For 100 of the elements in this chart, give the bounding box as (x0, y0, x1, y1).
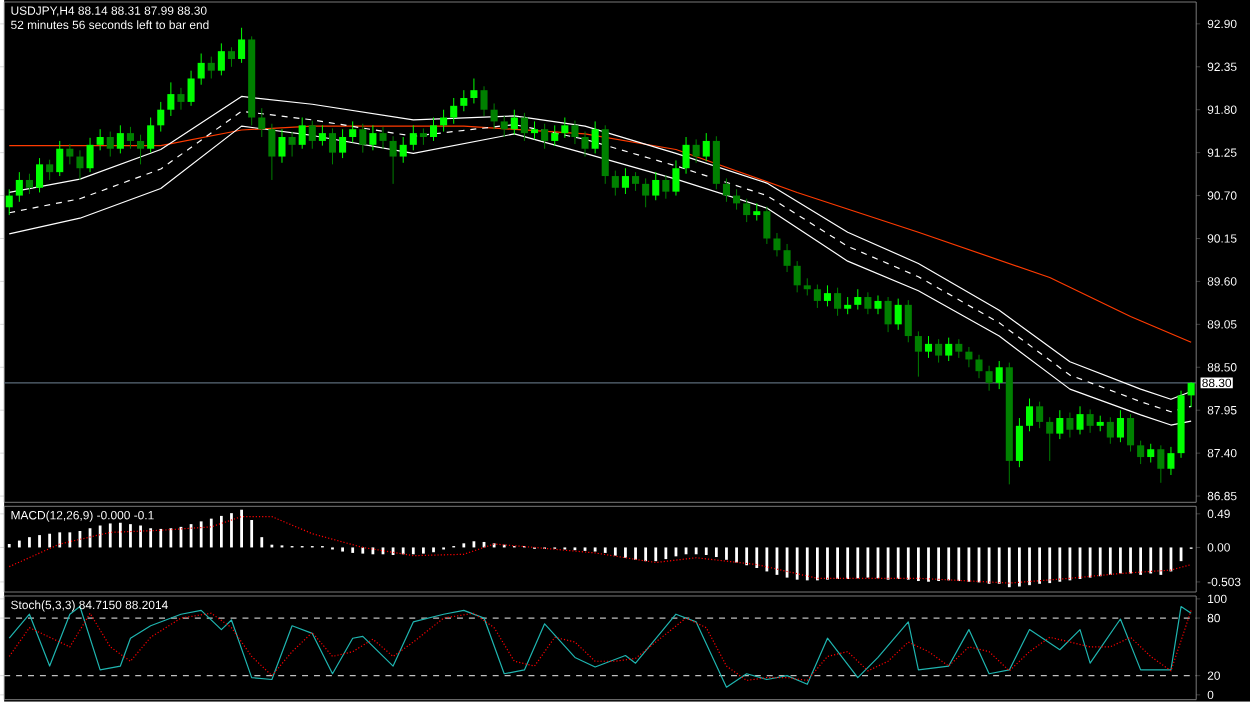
candlestick (137, 134, 145, 165)
candlestick (924, 335, 933, 359)
candlestick (318, 124, 326, 147)
candlestick (1106, 416, 1114, 445)
candlestick (126, 126, 134, 150)
candlestick (227, 46, 236, 68)
candlestick (157, 101, 165, 133)
candlestick (167, 82, 175, 117)
candlestick (238, 27, 246, 64)
candlestick (662, 174, 670, 200)
candlestick (470, 78, 478, 105)
candlestick (1187, 381, 1195, 408)
candlestick (86, 137, 94, 173)
candlestick (15, 171, 23, 203)
candlestick (1147, 443, 1155, 464)
candlestick (834, 287, 842, 317)
candlestick (682, 136, 690, 175)
candlestick (672, 160, 680, 197)
candlestick (36, 157, 44, 194)
candlestick (217, 43, 225, 77)
candlestick (258, 107, 266, 138)
candlestick (490, 103, 498, 130)
candlestick (1036, 401, 1044, 429)
candlestick (268, 123, 276, 181)
line-series (8, 125, 1192, 344)
candlestick (773, 232, 781, 258)
candlestick (1076, 405, 1084, 436)
candlestick (864, 292, 872, 315)
candlestick (642, 178, 650, 208)
candlestick (480, 85, 488, 117)
candlestick (652, 171, 660, 201)
candlestick (702, 132, 710, 162)
candlestick (743, 198, 751, 223)
candlestick (783, 243, 791, 273)
candlestick (1025, 398, 1034, 432)
candlestick (823, 284, 832, 308)
candlestick (722, 178, 730, 203)
candlestick (904, 299, 912, 343)
candlestick (66, 143, 74, 165)
candlestick (581, 131, 589, 158)
candlestick (510, 109, 518, 136)
candlestick (945, 337, 953, 362)
candlestick (1137, 440, 1145, 465)
candlestick (632, 171, 640, 192)
candlestick (56, 140, 64, 177)
candlestick (793, 260, 801, 294)
candlestick (116, 124, 124, 155)
candlestick (561, 117, 569, 139)
candlestick (985, 365, 993, 392)
candlestick (349, 121, 357, 144)
candlestick (25, 173, 33, 195)
candlestick (601, 124, 609, 185)
candlestick (712, 135, 720, 190)
candlestick (389, 135, 397, 185)
candlestick (379, 126, 387, 150)
candlestick (278, 128, 286, 164)
candlestick (409, 124, 417, 151)
candlestick (339, 128, 347, 159)
candlestick (914, 331, 922, 378)
candlestick (288, 131, 296, 158)
candlestick (308, 120, 316, 150)
candlestick (1015, 417, 1023, 468)
candlestick (692, 139, 700, 164)
candlestick (1046, 416, 1054, 462)
candlestick (5, 188, 13, 216)
candlestick (298, 117, 306, 150)
candlestick (621, 167, 629, 195)
candlestick (1126, 413, 1135, 453)
candlestick (1056, 409, 1064, 440)
candlestick (328, 128, 337, 165)
candlestick (46, 159, 54, 181)
candlestick (1086, 409, 1094, 434)
candlestick (995, 360, 1003, 390)
candlestick (460, 89, 468, 112)
candlestick (894, 298, 902, 331)
candlestick (187, 70, 195, 107)
candlestick (884, 296, 892, 333)
candlestick (197, 53, 205, 86)
candlestick (359, 123, 367, 154)
candlestick (935, 338, 943, 364)
candlestick (76, 149, 84, 181)
candlestick (975, 354, 983, 379)
candlestick (1157, 444, 1165, 484)
candlestick (1066, 412, 1074, 439)
candlestick (1116, 409, 1124, 443)
candlestick (874, 295, 882, 315)
candlestick (551, 124, 559, 147)
candlestick (541, 123, 549, 150)
candlestick (207, 56, 215, 80)
candlestick (96, 128, 104, 151)
candlestick (106, 131, 114, 158)
candlestick (571, 120, 579, 145)
candlestick (399, 136, 407, 164)
candlestick (520, 112, 528, 142)
candlestick (763, 206, 771, 245)
candlestick (813, 284, 821, 309)
candlestick (147, 117, 155, 154)
candlestick (854, 288, 862, 311)
candlestick (177, 87, 185, 111)
candlestick (1167, 446, 1175, 476)
